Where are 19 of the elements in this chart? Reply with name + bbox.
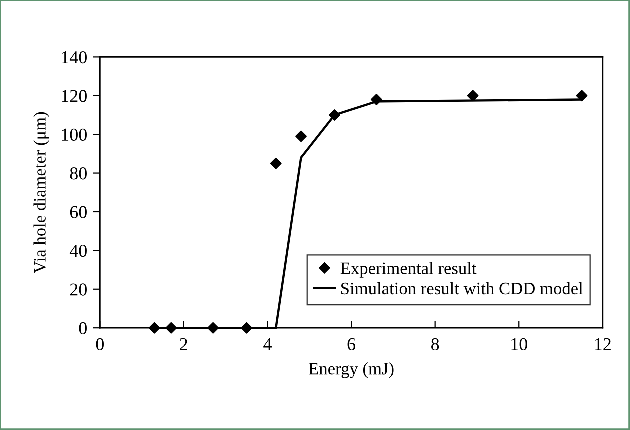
legend-label: Experimental result — [340, 262, 477, 278]
y-tick-label: 120 — [62, 90, 87, 102]
x-tick-label: 6 — [348, 338, 356, 351]
y-tick-label: 0 — [79, 322, 87, 335]
y-tick-label: 60 — [70, 206, 87, 218]
y-tick-label: 80 — [70, 168, 87, 180]
legend-label: Simulation result with CDD model — [342, 282, 584, 295]
x-tick-label: 12 — [595, 338, 611, 350]
x-tick-label: 10 — [512, 338, 528, 351]
y-tick-label: 40 — [70, 244, 87, 258]
x-tick-label: 2 — [180, 338, 188, 350]
x-tick-label: 0 — [96, 338, 104, 351]
x-tick-label: 8 — [432, 338, 440, 351]
y-tick-label: 140 — [62, 51, 87, 64]
y-axis-title: Via hole diameter (μm) — [34, 112, 50, 274]
y-tick-label: 100 — [62, 128, 87, 142]
x-tick-label: 4 — [264, 338, 272, 350]
y-tick-label: 20 — [70, 284, 87, 296]
x-axis-title: Energy (mJ) — [309, 362, 394, 378]
